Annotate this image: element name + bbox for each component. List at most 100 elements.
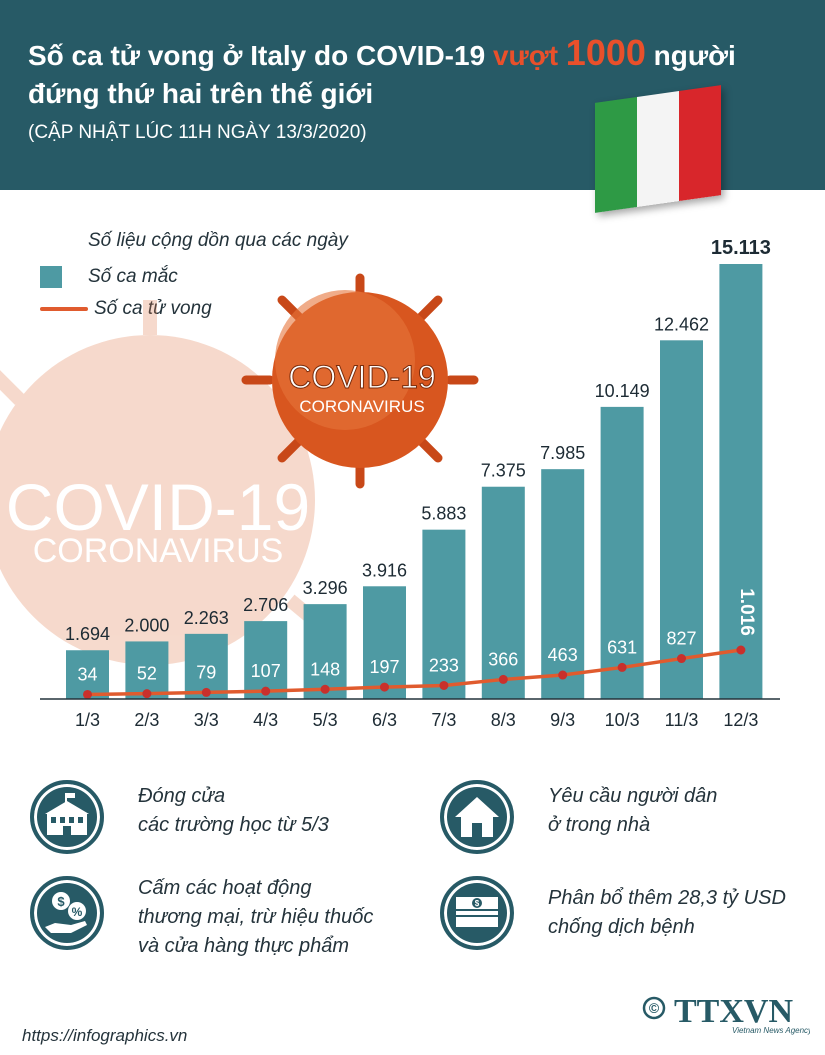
legend-deaths-label: Số ca tử vong xyxy=(94,298,212,319)
bar-value-label: 3.296 xyxy=(303,578,348,598)
svg-text:%: % xyxy=(72,905,83,919)
death-value-label: 827 xyxy=(666,629,696,649)
x-tick-label: 2/3 xyxy=(134,710,159,730)
logo-subtext: Vietnam News Agency xyxy=(732,1026,810,1035)
virus-small-text1: COVID-19 xyxy=(288,359,436,395)
death-point xyxy=(261,686,271,696)
bar-value-label: 2.000 xyxy=(124,615,169,635)
legend-bar-swatch xyxy=(40,266,62,288)
title-highlight: vượt xyxy=(492,40,559,71)
title-line2: đứng thứ hai trên thế giới xyxy=(28,78,374,109)
x-tick-label: 9/3 xyxy=(550,710,575,730)
school-icon xyxy=(45,793,89,835)
death-point xyxy=(320,684,330,694)
page-title: Số ca tử vong ở Italy do COVID-19 vượt 1… xyxy=(28,34,808,113)
death-value-label: 631 xyxy=(607,637,637,657)
measure-text-commerce: Cấm các hoạt động thương mại, trừ hiệu t… xyxy=(138,877,374,957)
death-point xyxy=(677,654,686,664)
update-subtitle: (CẬP NHẬT LÚC 11H NGÀY 13/3/2020) xyxy=(28,122,367,143)
bar-value-label: 7.985 xyxy=(540,443,585,463)
death-point xyxy=(380,682,389,692)
death-value-label: 197 xyxy=(369,657,399,677)
x-tick-label: 8/3 xyxy=(491,710,516,730)
bar-6/3 xyxy=(363,586,406,699)
deaths-line xyxy=(87,648,742,697)
death-point xyxy=(83,689,92,699)
death-value-label: 1.016 xyxy=(736,588,757,636)
svg-text:$: $ xyxy=(57,894,65,909)
death-point xyxy=(142,689,152,699)
house-icon xyxy=(455,797,499,837)
x-tick-label: 5/3 xyxy=(313,710,338,730)
svg-text:$: $ xyxy=(475,899,480,908)
bar-value-label: 3.916 xyxy=(362,560,407,580)
ttxvn-logo: © TTXVN Vietnam News Agency xyxy=(642,993,810,1035)
virus-big-text1: COVID-19 xyxy=(6,470,310,544)
death-point xyxy=(201,687,211,697)
title-part1: Số ca tử vong ở Italy do COVID-19 xyxy=(28,40,493,71)
footer-url[interactable]: https://infographics.vn xyxy=(22,1026,188,1045)
bar-4/3 xyxy=(244,621,288,699)
death-value-label: 463 xyxy=(548,645,578,665)
x-tick-label: 4/3 xyxy=(253,710,278,730)
death-point xyxy=(558,670,568,680)
bar-value-label: 5.883 xyxy=(421,504,466,524)
measure-text-house: Yêu cầu người dân ở trong nhà xyxy=(548,785,718,836)
x-tick-label: 7/3 xyxy=(431,710,456,730)
legend-deaths: Số ca tử vong xyxy=(40,298,212,320)
x-tick-label: 1/3 xyxy=(75,710,100,730)
title-number: 1000 xyxy=(565,32,646,73)
header-banner: Số ca tử vong ở Italy do COVID-19 vượt 1… xyxy=(0,0,825,213)
measure-icon-school xyxy=(30,780,104,854)
bar-value-label: 1.694 xyxy=(65,624,110,644)
legend-line-swatch xyxy=(40,307,88,311)
death-value-label: 34 xyxy=(77,664,97,684)
title-part2: người xyxy=(645,40,736,71)
death-value-label: 79 xyxy=(196,662,216,682)
logo-text: TTXVN xyxy=(674,993,793,1030)
bar-value-label: 7.375 xyxy=(481,461,526,481)
x-tick-label: 11/3 xyxy=(665,710,699,730)
death-value-label: 233 xyxy=(429,655,459,675)
bar-value-label: 2.706 xyxy=(243,595,288,615)
bar-12/3 xyxy=(719,264,763,699)
legend-title: Số liệu cộng dồn qua các ngày xyxy=(88,230,348,251)
virus-background-icon: COVID-19 CORONAVIRUS xyxy=(0,300,335,665)
death-value-label: 52 xyxy=(137,664,157,684)
death-point xyxy=(736,645,746,655)
bar-value-label: 15.113 xyxy=(711,237,771,259)
copyright-symbol: © xyxy=(649,1000,660,1016)
death-point xyxy=(439,680,449,690)
x-tick-label: 3/3 xyxy=(194,710,219,730)
cases-chart: COVID-19 CORONAVIRUS COVID-19 CORONAVIRU… xyxy=(0,237,780,730)
measure-icon-funds: $ xyxy=(440,876,514,950)
money-hand-icon: $ % xyxy=(45,892,87,933)
bar-10/3 xyxy=(600,406,644,699)
virus-big-text2: CORONAVIRUS xyxy=(33,532,284,570)
virus-small-text2: CORONAVIRUS xyxy=(299,397,424,416)
bar-9/3 xyxy=(541,469,585,699)
death-point xyxy=(498,674,508,684)
x-tick-label: 6/3 xyxy=(372,710,397,730)
legend-cases-label: Số ca mắc xyxy=(88,266,178,287)
measure-text-funds: Phân bổ thêm 28,3 tỷ USD chống dịch bệnh xyxy=(548,887,786,938)
x-tick-label: 10/3 xyxy=(605,710,640,730)
legend-cases: Số ca mắc xyxy=(40,266,178,288)
bar-value-label: 2.263 xyxy=(184,608,229,628)
measure-icon-commerce: $ % xyxy=(30,876,104,950)
bar-value-label: 10.149 xyxy=(595,381,650,401)
bar-5/3 xyxy=(303,604,347,699)
bar-7/3 xyxy=(422,529,466,699)
x-tick-label: 12/3 xyxy=(723,710,758,730)
measure-icon-house xyxy=(440,780,514,854)
death-value-label: 107 xyxy=(251,661,281,681)
bar-11/3 xyxy=(660,340,703,699)
measure-text-school: Đóng cửa các trường học từ 5/3 xyxy=(138,785,329,836)
death-value-label: 366 xyxy=(488,649,518,669)
death-value-label: 148 xyxy=(310,659,340,679)
virus-foreground-icon: COVID-19 CORONAVIRUS xyxy=(241,273,479,489)
bar-value-label: 12.462 xyxy=(654,314,709,334)
bar-8/3 xyxy=(481,486,525,699)
death-point xyxy=(617,662,627,672)
banknotes-icon: $ xyxy=(456,897,498,927)
